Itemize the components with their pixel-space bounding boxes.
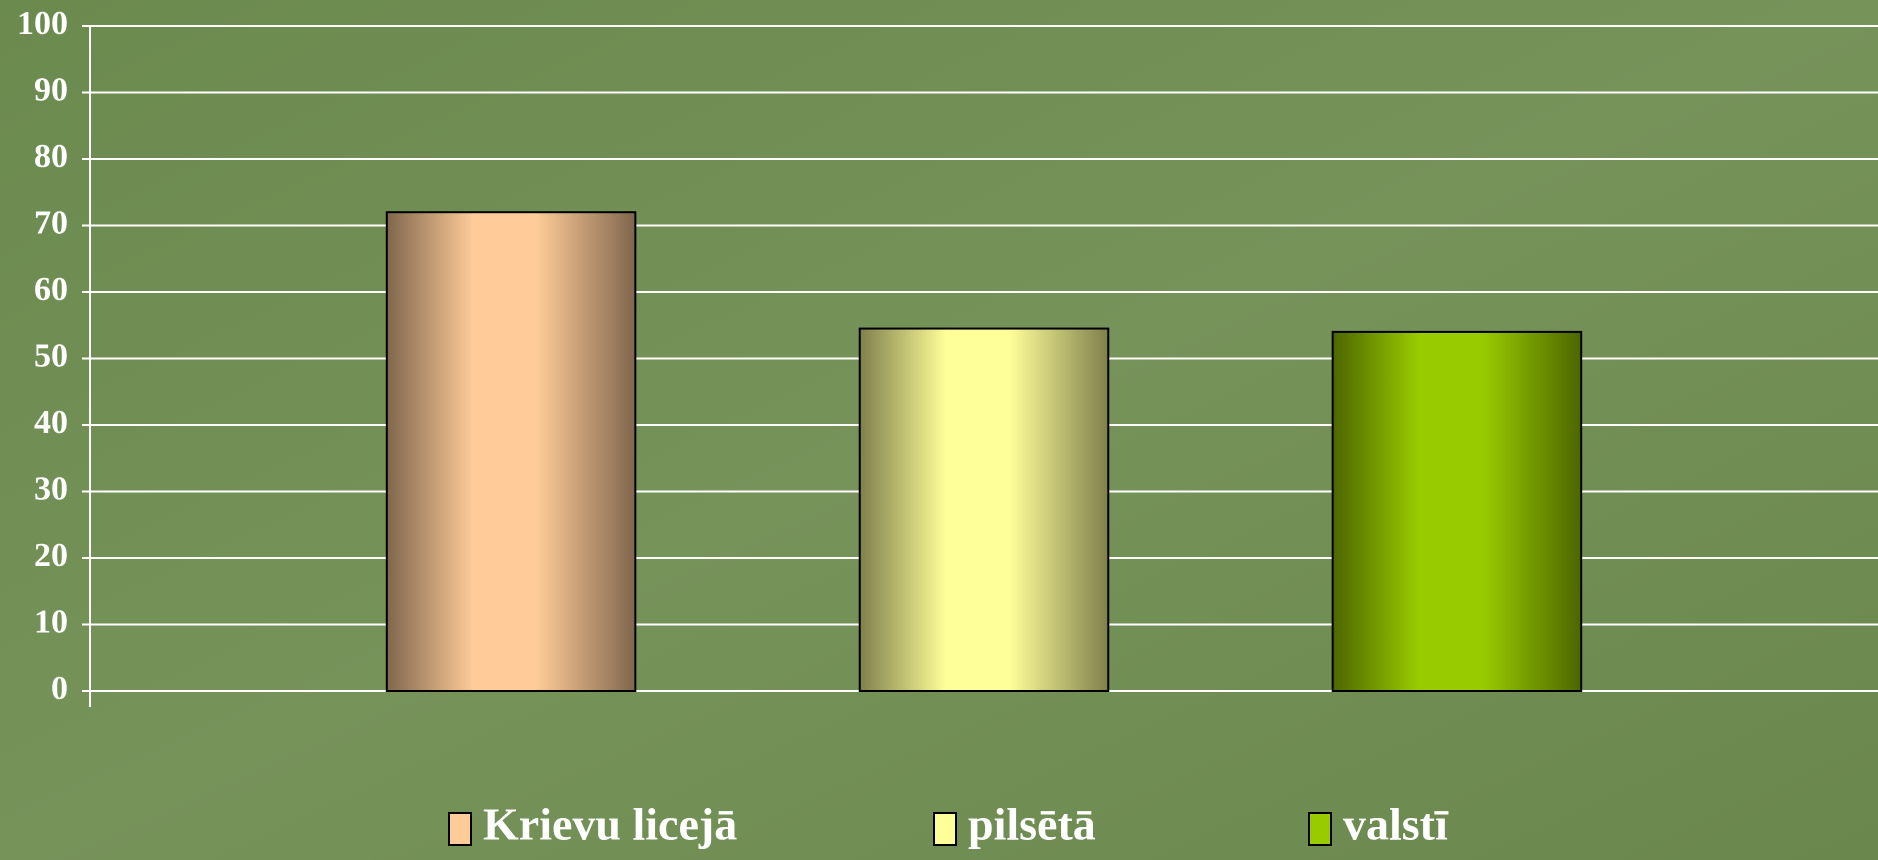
bar-shade [386, 212, 636, 691]
legend-swatch [1308, 812, 1332, 846]
y-tick-label: 50 [34, 337, 68, 374]
y-tick-label: 90 [34, 71, 68, 108]
y-tick-label: 30 [34, 470, 68, 507]
y-tick-label: 100 [17, 5, 68, 42]
y-tick-label: 70 [34, 204, 68, 241]
legend-label: valstī [1343, 799, 1449, 850]
y-tick-label: 20 [34, 537, 68, 574]
y-tick-label: 10 [34, 603, 68, 640]
legend-label: pilsētā [968, 799, 1096, 850]
y-tick-label: 0 [51, 670, 68, 707]
legend-swatch [933, 812, 957, 846]
y-tick-label: 40 [34, 404, 68, 441]
y-tick-label: 80 [34, 138, 68, 175]
bar-shade [859, 328, 1109, 691]
legend-swatch [448, 812, 472, 846]
legend-label: Krievu licejā [483, 799, 737, 850]
bar-shade [1332, 331, 1582, 691]
y-tick-label: 60 [34, 271, 68, 308]
